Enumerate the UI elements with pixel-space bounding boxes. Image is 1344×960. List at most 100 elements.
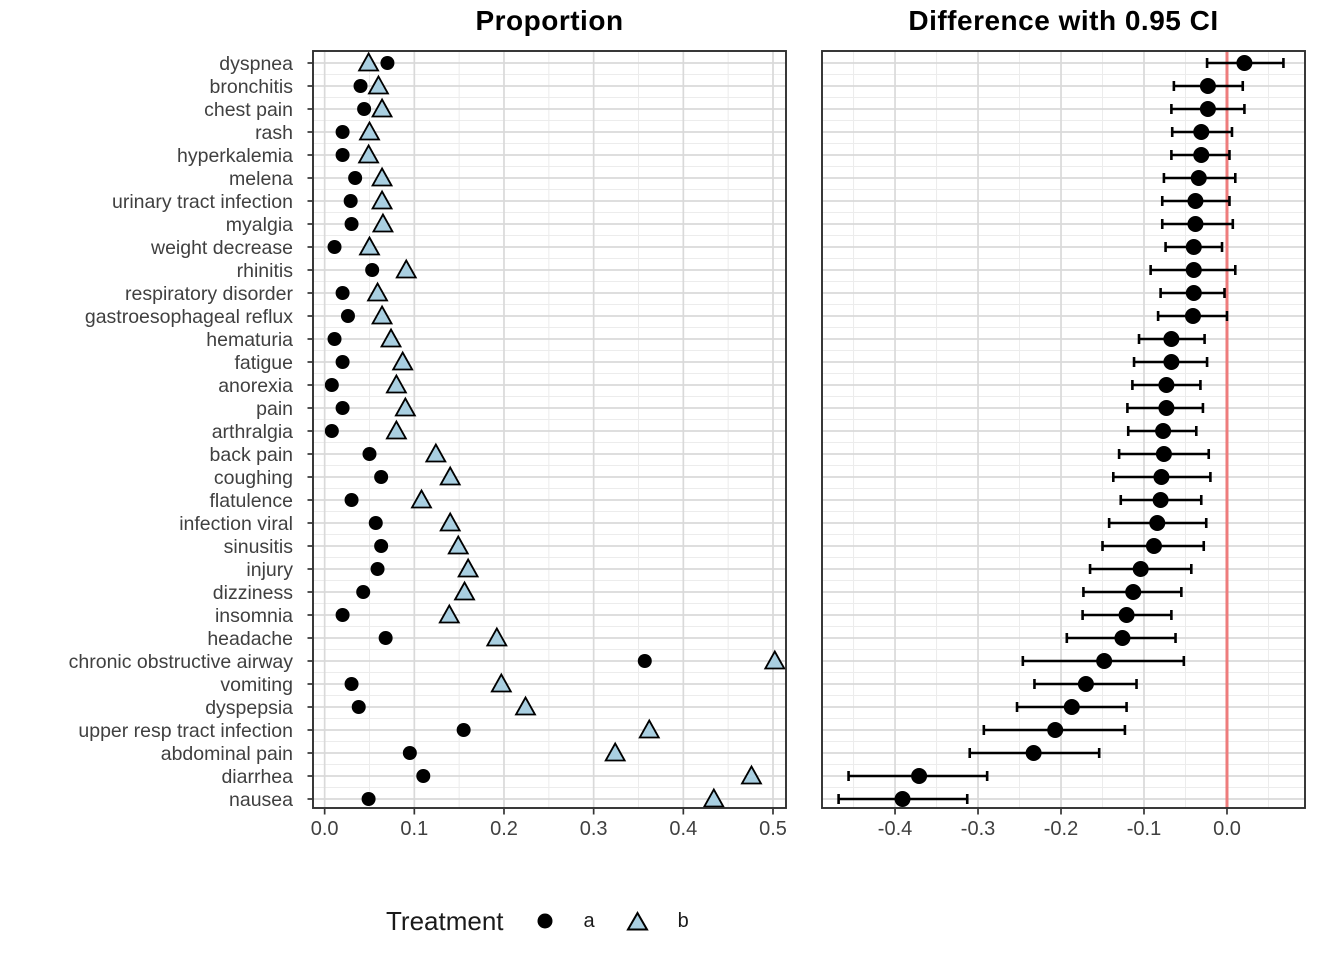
x-tick-label: -0.3 [960, 818, 996, 840]
difference-point [1096, 653, 1113, 669]
treatment-b-marker [366, 281, 389, 302]
treatment-a-marker [324, 378, 339, 392]
difference-point [1155, 423, 1172, 439]
category-label: vomiting [220, 673, 293, 696]
treatment-a-marker [324, 424, 339, 438]
difference-point [1149, 515, 1166, 531]
treatment-b-marker [367, 74, 390, 95]
difference-point [1199, 101, 1216, 117]
category-label: anorexia [218, 374, 293, 397]
treatment-b-marker [638, 718, 661, 739]
treatment-b-marker [371, 166, 394, 187]
difference-point [1158, 400, 1175, 416]
treatment-a-marker [365, 263, 380, 277]
treatment-a-marker [356, 585, 371, 599]
difference-point [1155, 446, 1172, 462]
treatment-b-marker [453, 580, 476, 601]
x-tick-label: -0.1 [1126, 818, 1162, 840]
category-label: dyspnea [219, 52, 293, 75]
treatment-a-marker [362, 447, 377, 461]
treatment-b-marker [391, 350, 414, 371]
legend-title: Treatment [386, 905, 504, 936]
treatment-a-marker [353, 79, 368, 93]
treatment-b-marker [604, 741, 627, 762]
panel-border [312, 50, 787, 809]
difference-point [911, 768, 928, 784]
proportion-panel [307, 50, 787, 815]
difference-point [1152, 492, 1169, 508]
treatment-a-marker [335, 148, 350, 162]
difference-point [1163, 354, 1180, 370]
difference-point [1118, 607, 1135, 623]
treatment-b-marker [763, 649, 786, 670]
proportion-axis-ticks: 0.0 0.1 0.2 0.3 0.4 0.5 [0, 818, 1344, 852]
category-label: urinary tract infection [112, 190, 293, 213]
category-label: weight decrease [150, 236, 293, 259]
category-label: injury [246, 558, 293, 581]
x-tick-label: -0.2 [1043, 818, 1079, 840]
treatment-a-marker [416, 769, 431, 783]
category-label: diarrhea [221, 765, 293, 788]
category-label: coughing [213, 466, 293, 489]
treatment-a-marker [351, 700, 366, 714]
difference-point [1236, 55, 1253, 71]
legend-label-a: a [583, 909, 595, 932]
category-label: gastroesophageal reflux [84, 305, 293, 328]
difference-point [1185, 285, 1202, 301]
treatment-b-marker [385, 373, 408, 394]
category-label: fatigue [234, 351, 293, 374]
category-label: hematuria [206, 328, 293, 351]
treatment-a-marker [344, 217, 359, 231]
treatment-b-marker [702, 787, 725, 808]
x-tick-label: 0.4 [669, 818, 698, 840]
category-label: chronic obstructive airway [68, 650, 293, 673]
difference-point [1184, 308, 1201, 324]
proportion-panel-title: Proportion [475, 5, 624, 36]
difference-point [1185, 262, 1202, 278]
treatment-a-marker [357, 102, 372, 116]
treatment-a-marker [335, 355, 350, 369]
difference-point [1125, 584, 1142, 600]
treatment-a-marker [361, 792, 376, 806]
category-label: respiratory disorder [125, 282, 293, 305]
difference-point [1193, 147, 1210, 163]
difference-point [1193, 124, 1210, 140]
difference-point [1199, 78, 1216, 94]
difference-point [1077, 676, 1094, 692]
legend-label-b: b [677, 909, 689, 932]
difference-point [1158, 377, 1175, 393]
circle-marker-icon [534, 910, 556, 932]
category-label: back pain [209, 443, 293, 466]
category-label: flatulence [209, 489, 293, 512]
x-tick-label: 0.5 [759, 818, 787, 840]
x-tick-label: 0.0 [310, 818, 339, 840]
x-tick-label: 0.0 [1213, 818, 1241, 840]
category-label: abdominal pain [160, 742, 293, 765]
difference-point [894, 791, 911, 807]
treatment-b-marker [740, 764, 763, 785]
category-label: bronchitis [209, 75, 293, 98]
category-label: dyspepsia [205, 696, 293, 719]
treatment-a-marker [402, 746, 417, 760]
difference-point [1145, 538, 1162, 554]
category-label: sinusitis [223, 535, 293, 558]
treatment-a-marker [327, 332, 342, 346]
treatment-b-marker [358, 120, 381, 141]
difference-point [1132, 561, 1149, 577]
treatment-b-marker [514, 695, 537, 716]
category-axis: dyspnea bronchitis chest pain rash hyperkale… [0, 0, 303, 860]
treatment-a-marker [344, 493, 359, 507]
category-label: nausea [229, 788, 293, 811]
treatment-b-marker [457, 557, 480, 578]
treatment-b-marker [358, 235, 381, 256]
treatment-a-marker [370, 562, 385, 576]
category-label: arthralgia [211, 420, 293, 443]
treatment-a-marker [343, 194, 358, 208]
treatment-a-marker [327, 240, 342, 254]
difference-panel-title: Difference with 0.95 CI [908, 5, 1219, 36]
triangle-marker-icon [625, 910, 650, 933]
category-label: rash [255, 121, 293, 144]
treatment-b-marker [410, 488, 433, 509]
category-label: chest pain [204, 98, 293, 121]
